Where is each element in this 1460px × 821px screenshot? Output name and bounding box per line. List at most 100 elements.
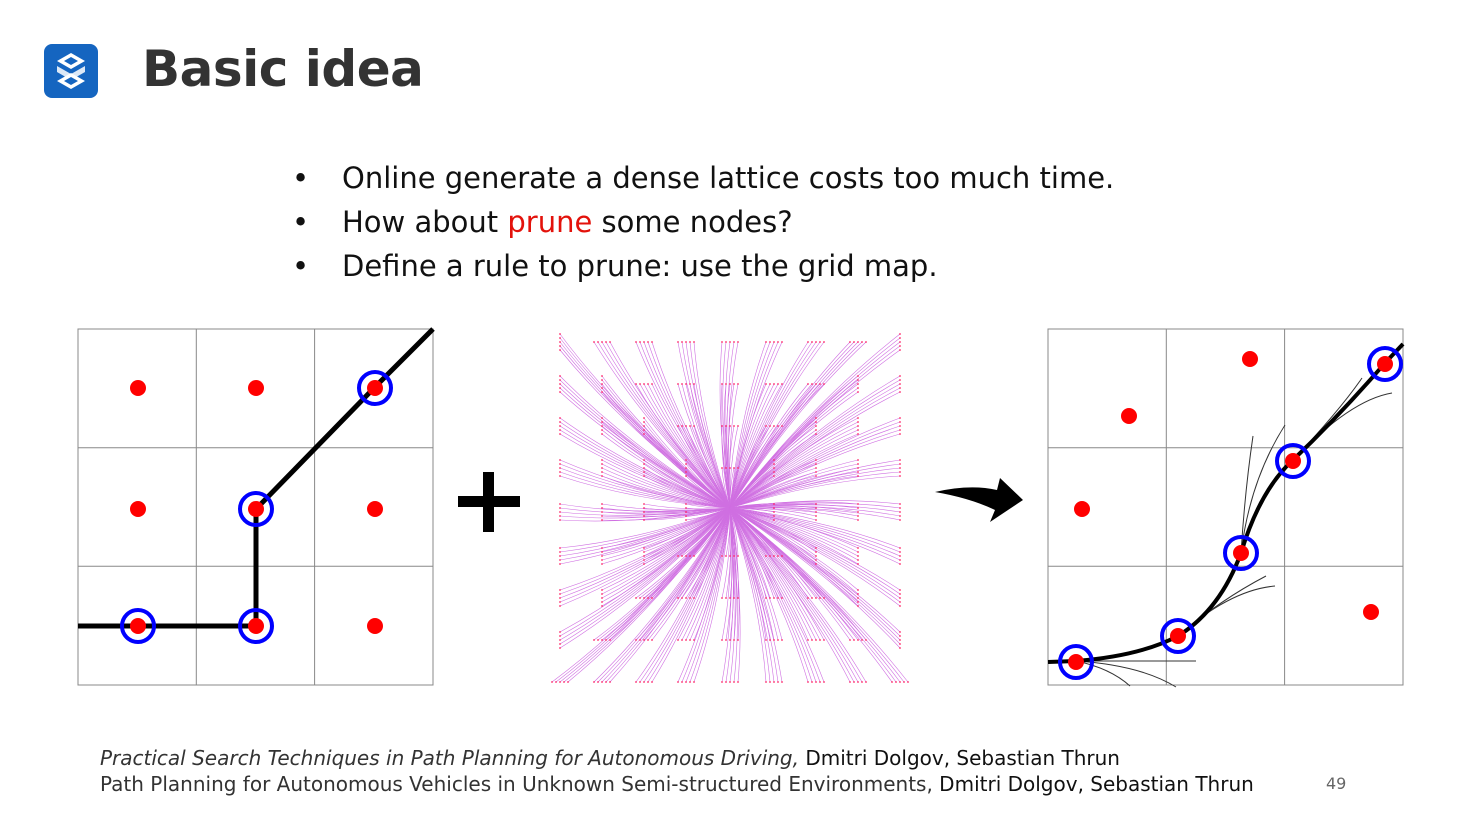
- lattice-node: [773, 463, 775, 465]
- lattice-node: [685, 425, 687, 427]
- lattice-ray: [601, 507, 731, 599]
- lattice-node: [725, 341, 727, 343]
- lattice-node: [601, 429, 603, 431]
- lattice-node: [609, 341, 611, 343]
- lattice-node: [643, 471, 645, 473]
- lattice-ray: [601, 507, 731, 595]
- lattice-ray: [685, 507, 731, 517]
- lattice-node: [765, 341, 767, 343]
- lattice-node: [769, 425, 771, 427]
- lattice-node: [853, 341, 855, 343]
- lattice-ray: [643, 507, 731, 557]
- lattice-node: [681, 681, 683, 683]
- lattice-node: [769, 555, 771, 557]
- lattice-ray: [721, 467, 731, 509]
- lattice-ray: [721, 507, 733, 683]
- lattice-ray: [685, 507, 731, 599]
- lattice-node: [857, 425, 859, 427]
- lattice-node: [899, 387, 901, 389]
- lattice-ray: [729, 507, 809, 641]
- lattice-node: [899, 639, 901, 641]
- lattice-node: [769, 383, 771, 385]
- lattice-node: [593, 639, 595, 641]
- lattice-ray: [729, 507, 901, 591]
- lattice-ray: [593, 341, 731, 509]
- lattice-node: [559, 519, 561, 521]
- lattice-node: [605, 341, 607, 343]
- lattice-node: [861, 681, 863, 683]
- lattice-ray: [685, 471, 731, 509]
- lattice-node: [773, 519, 775, 521]
- lattice-node: [609, 681, 611, 683]
- lattice-node: [601, 379, 603, 381]
- lattice-node: [681, 341, 683, 343]
- lattice-ray: [643, 507, 731, 514]
- lattice-ray: [559, 471, 731, 509]
- lattice-node: [781, 639, 783, 641]
- lattice-node: [857, 601, 859, 603]
- lattice-node: [559, 341, 561, 343]
- lattice-node: [559, 643, 561, 645]
- lattice-ray: [635, 507, 731, 641]
- lattice-node: [899, 507, 901, 509]
- lattice-node: [685, 639, 687, 641]
- lattice-ray: [729, 507, 813, 641]
- lattice-node: [685, 475, 687, 477]
- lattice-ray: [681, 507, 731, 557]
- lattice-node: [601, 421, 603, 423]
- lattice-node: [721, 555, 723, 557]
- lattice-ray: [729, 507, 901, 603]
- lattice-node: [551, 681, 553, 683]
- lattice-node: [765, 425, 767, 427]
- lattice-ray: [643, 507, 731, 565]
- lattice-ray: [729, 383, 783, 509]
- lattice-node: [559, 547, 561, 549]
- lattice-node: [733, 341, 735, 343]
- s-logo-icon: [44, 44, 98, 98]
- lattice-node: [781, 555, 783, 557]
- lattice-node: [559, 555, 561, 557]
- reference-2: Path Planning for Autonomous Vehicles in…: [100, 772, 1254, 796]
- lattice-node: [721, 467, 723, 469]
- lattice-ray: [729, 507, 901, 645]
- lattice-ray: [559, 379, 731, 509]
- lattice-node: [815, 383, 817, 385]
- lattice-ray: [729, 507, 901, 683]
- lattice-node: [635, 383, 637, 385]
- lattice-ray: [724, 425, 731, 509]
- lattice-node: [643, 507, 645, 509]
- lattice-ray: [729, 507, 851, 641]
- lattice-node: [815, 597, 817, 599]
- lattice-node: [729, 341, 731, 343]
- lattice-node: [865, 681, 867, 683]
- lattice-node: [865, 639, 867, 641]
- lattice-node: [693, 555, 695, 557]
- lattice-node: [685, 503, 687, 505]
- lattice-ray: [647, 341, 731, 509]
- lattice-node: [593, 341, 595, 343]
- lattice-node: [773, 507, 775, 509]
- lattice-node: [689, 425, 691, 427]
- lattice-node: [559, 597, 561, 599]
- lattice-ray: [729, 507, 859, 595]
- lattice-ray: [721, 507, 731, 557]
- lattice-node: [647, 597, 649, 599]
- lattice-node: [685, 459, 687, 461]
- lattice-node: [907, 681, 909, 683]
- lattice-ray: [729, 507, 821, 683]
- lattice-node: [729, 555, 731, 557]
- lattice-ray: [721, 507, 731, 599]
- lattice-node: [811, 383, 813, 385]
- lattice-node: [857, 593, 859, 595]
- lattice-node: [737, 639, 739, 641]
- lattice-node: [651, 681, 653, 683]
- lattice-node: [559, 601, 561, 603]
- lattice-node: [857, 391, 859, 393]
- lattice-node: [773, 383, 775, 385]
- lattice-node: [849, 341, 851, 343]
- lattice-ray: [729, 507, 783, 683]
- lattice-node: [857, 463, 859, 465]
- lattice-node: [815, 463, 817, 465]
- lattice-node: [647, 341, 649, 343]
- lattice-ray: [689, 383, 731, 509]
